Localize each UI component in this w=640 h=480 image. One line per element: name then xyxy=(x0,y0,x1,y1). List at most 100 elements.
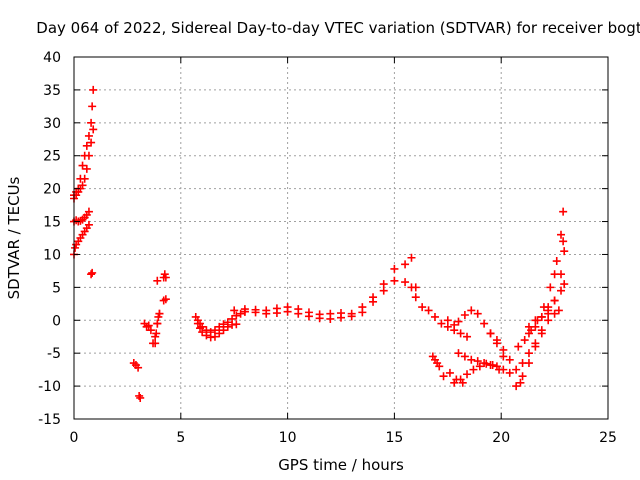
y-tick-labels: -15 -10 -5 0 5 10 15 20 25 30 35 40 xyxy=(38,50,61,428)
series-arc-evening-descent xyxy=(407,283,472,341)
data-point xyxy=(512,365,521,374)
data-point xyxy=(435,362,444,371)
data-point xyxy=(240,307,249,316)
data-point xyxy=(546,283,555,292)
data-point xyxy=(88,268,97,277)
y-tick-label: 35 xyxy=(43,83,61,99)
data-point xyxy=(557,230,566,239)
data-point xyxy=(550,296,559,305)
x-tick-label: 20 xyxy=(492,430,510,446)
data-point xyxy=(482,359,491,368)
data-point xyxy=(424,306,433,315)
data-point xyxy=(456,375,465,384)
series-arc-4h-mid xyxy=(151,309,164,348)
data-point xyxy=(505,368,514,377)
data-point xyxy=(475,362,484,371)
series-arc-19h-dip xyxy=(454,349,514,377)
data-point xyxy=(251,308,260,317)
data-point xyxy=(463,370,472,379)
data-point xyxy=(554,306,563,315)
chart-title: Day 064 of 2022, Sidereal Day-to-day VTE… xyxy=(36,19,640,37)
x-tick-labels: 0 5 10 15 20 25 xyxy=(70,430,617,446)
data-point xyxy=(294,309,303,318)
data-point xyxy=(437,319,446,328)
data-point xyxy=(161,295,170,304)
data-point xyxy=(456,329,465,338)
data-point xyxy=(358,308,367,317)
data-point xyxy=(443,316,452,325)
data-point xyxy=(304,312,313,321)
data-point xyxy=(407,253,416,262)
series-arc-midday-upper xyxy=(230,253,416,319)
x-tick-label: 15 xyxy=(385,430,403,446)
data-point xyxy=(537,329,546,338)
data-point xyxy=(135,391,144,400)
data-point xyxy=(78,181,87,190)
data-point xyxy=(514,342,523,351)
series-arc-midday-lower xyxy=(240,276,420,323)
data-point xyxy=(524,322,533,331)
data-point xyxy=(430,312,439,321)
data-point xyxy=(480,319,489,328)
data-point xyxy=(390,276,399,285)
data-point xyxy=(89,125,98,134)
data-point xyxy=(347,312,356,321)
data-point xyxy=(236,309,245,318)
data-point xyxy=(379,286,388,295)
series-arc-late-mid xyxy=(524,306,563,331)
data-point xyxy=(136,393,145,402)
data-point xyxy=(401,278,410,287)
series-arc-early-mid xyxy=(70,207,93,226)
data-point xyxy=(505,355,514,364)
data-point xyxy=(473,357,482,366)
data-point xyxy=(495,365,504,374)
y-tick-label: 25 xyxy=(43,149,61,165)
series-arc-18h-loop xyxy=(443,306,508,361)
y-tick-label: 5 xyxy=(52,280,61,296)
grid-lines xyxy=(74,57,608,419)
data-point xyxy=(512,382,521,391)
data-point xyxy=(315,314,324,323)
data-point xyxy=(369,297,378,306)
data-point xyxy=(439,372,448,381)
data-point xyxy=(518,372,527,381)
data-point xyxy=(460,311,469,320)
data-point xyxy=(262,309,271,318)
data-point xyxy=(460,352,469,361)
data-point xyxy=(337,313,345,322)
data-point xyxy=(450,320,459,329)
series-arc-19h-lower xyxy=(450,359,504,387)
data-point xyxy=(463,332,472,341)
data-point xyxy=(223,322,232,331)
data-point xyxy=(531,339,540,348)
y-tick-label: 15 xyxy=(43,215,61,231)
y-tick-label: 0 xyxy=(52,313,61,329)
data-point xyxy=(537,312,546,321)
series-arc-early-isolated xyxy=(87,268,97,279)
data-point xyxy=(89,85,98,94)
data-point xyxy=(80,174,89,183)
data-point xyxy=(146,326,155,335)
data-point xyxy=(531,316,540,325)
data-point xyxy=(469,365,478,374)
y-tick-label: 10 xyxy=(43,247,61,263)
data-point xyxy=(215,329,224,338)
data-point xyxy=(454,349,463,358)
data-point xyxy=(550,309,559,318)
data-point xyxy=(202,331,211,340)
data-point xyxy=(87,118,96,127)
data-point xyxy=(499,345,508,354)
y-tick-label: 30 xyxy=(43,116,61,132)
x-tick-label: 25 xyxy=(599,430,617,446)
data-point xyxy=(473,309,482,318)
data-point xyxy=(557,286,566,295)
data-point xyxy=(84,220,93,229)
data-point xyxy=(552,257,561,266)
y-tick-label: -15 xyxy=(38,412,61,428)
data-point xyxy=(518,359,527,368)
data-point xyxy=(539,303,548,312)
data-point xyxy=(488,361,497,370)
data-point xyxy=(151,339,160,348)
plot-frame xyxy=(73,56,609,420)
data-point xyxy=(232,311,241,320)
